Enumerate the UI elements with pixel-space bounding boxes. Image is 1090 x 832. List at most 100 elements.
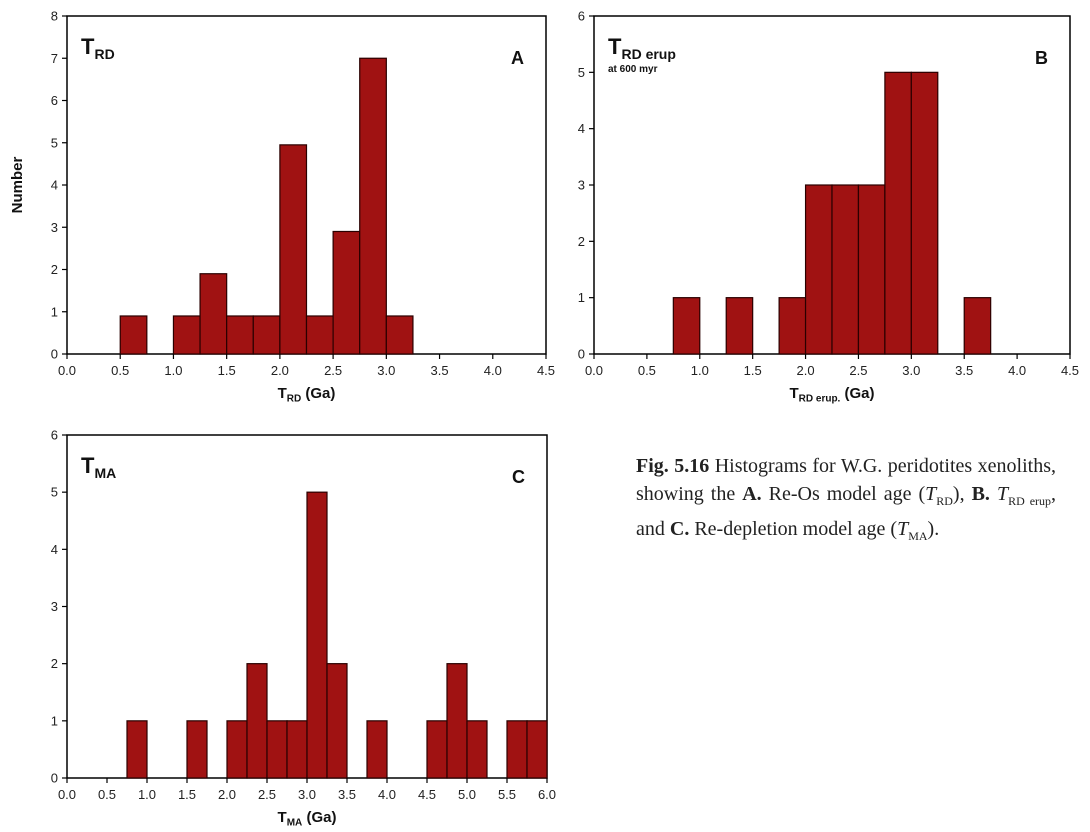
x-tick-label: 4.5 <box>1061 363 1079 378</box>
y-tick-label: 5 <box>51 485 58 500</box>
x-tick-label: 1.5 <box>218 363 236 378</box>
x-tick-label: 3.5 <box>338 787 356 802</box>
panel-title: TMA <box>81 453 116 481</box>
panel-title-sub: MA <box>94 465 116 481</box>
histogram-bar <box>266 720 288 779</box>
x-tick-label: 3.0 <box>902 363 920 378</box>
x-axis-label-sub: RD erup. <box>799 394 841 405</box>
y-tick-label: 3 <box>51 599 58 614</box>
x-tick-label: 3.5 <box>431 363 449 378</box>
histogram-bar <box>252 315 281 355</box>
histogram-bar <box>366 720 388 779</box>
x-tick-label: 1.0 <box>138 787 156 802</box>
histogram-bar <box>804 184 833 355</box>
x-tick-label: 0.0 <box>585 363 603 378</box>
x-axis-label-unit: (Ga) <box>840 385 874 402</box>
histogram-bar <box>831 184 860 355</box>
histogram-bar <box>506 720 528 779</box>
x-axis-label-unit: (Ga) <box>302 809 336 826</box>
x-tick-label: 4.5 <box>418 787 436 802</box>
panel-title: TRD erup <box>608 34 676 62</box>
y-tick-label: 0 <box>51 771 58 786</box>
histogram-bar <box>119 315 148 355</box>
figure-label: Fig. 5.16 <box>636 455 710 477</box>
y-tick-label: 6 <box>51 93 58 108</box>
histogram-bar <box>963 297 992 355</box>
y-tick-label: 2 <box>51 656 58 671</box>
caption-sub-tma: MA <box>908 529 928 543</box>
x-axis-label: TRD (Ga) <box>278 385 336 405</box>
y-tick-label: 0 <box>578 347 585 362</box>
histogram-bar <box>526 720 548 779</box>
histogram-bar <box>126 720 148 779</box>
y-tick-label: 3 <box>51 220 58 235</box>
x-tick-label: 4.5 <box>537 363 555 378</box>
y-tick-label: 1 <box>51 304 58 319</box>
panel-title-sub: RD <box>94 46 114 62</box>
y-tick-label: 5 <box>51 135 58 150</box>
x-tick-label: 0.0 <box>58 363 76 378</box>
caption-text-4: , and <box>636 483 1057 540</box>
histogram-bar <box>385 315 414 355</box>
x-tick-label: 1.5 <box>178 787 196 802</box>
panel-title-main: T <box>81 453 95 478</box>
x-tick-label: 2.5 <box>849 363 867 378</box>
x-tick-label: 0.5 <box>111 363 129 378</box>
y-tick-label: 4 <box>51 542 58 557</box>
histogram-bar <box>426 720 448 779</box>
caption-text-6: ). <box>927 518 940 540</box>
x-axis-label-main: T <box>789 385 798 402</box>
x-tick-label: 2.0 <box>271 363 289 378</box>
x-axis-label: TMA (Ga) <box>278 809 337 829</box>
chart-panel-c: 0 1 2 3 4 5 6 0.0 0.5 1.0 1.5 2.0 2.5 3.0 3.5 4.0 4.5 5.0… <box>51 428 556 829</box>
x-tick-label: 2.0 <box>797 363 815 378</box>
caption-text-2: Re-Os model age ( <box>768 483 926 505</box>
histogram-bar <box>172 315 201 355</box>
histogram-bar <box>306 491 328 779</box>
y-tick-label: 4 <box>51 178 58 193</box>
x-tick-label: 2.0 <box>218 787 236 802</box>
x-axis-label-main: T <box>278 385 287 402</box>
histogram-bar <box>332 230 361 355</box>
x-tick-label: 6.0 <box>538 787 556 802</box>
figure-caption: Fig. 5.16 Histograms for W.G. peridotite… <box>636 452 1056 550</box>
x-tick-label: 3.5 <box>955 363 973 378</box>
histogram-bar <box>305 315 334 355</box>
x-tick-label: 2.5 <box>258 787 276 802</box>
y-tick-label: 1 <box>51 713 58 728</box>
histogram-bar <box>672 297 701 355</box>
x-tick-label: 1.0 <box>691 363 709 378</box>
x-axis-label-unit: (Ga) <box>301 385 335 402</box>
panel-title-main: T <box>81 34 95 59</box>
histogram-bar <box>226 315 254 355</box>
y-tick-label: 2 <box>51 262 58 277</box>
x-tick-label: 3.0 <box>298 787 316 802</box>
caption-sub-erup: RD erup <box>1008 494 1052 508</box>
histogram-bar <box>884 71 912 355</box>
x-tick-label: 5.0 <box>458 787 476 802</box>
histogram-bar <box>446 663 468 779</box>
y-tick-label: 3 <box>578 178 585 193</box>
x-axis-label-main: T <box>278 809 287 826</box>
x-tick-label: 0.0 <box>58 787 76 802</box>
histogram-bar <box>279 144 308 355</box>
y-tick-label: 6 <box>51 428 58 443</box>
x-tick-label: 2.5 <box>324 363 342 378</box>
x-axis-label-sub: RD <box>287 394 301 405</box>
x-tick-label: 4.0 <box>1008 363 1026 378</box>
panel-letter: B <box>1035 48 1048 68</box>
y-axis-label: Number <box>9 157 26 214</box>
panel-title-note: at 600 myr <box>608 64 658 75</box>
y-tick-label: 4 <box>578 121 585 136</box>
x-tick-label: 1.5 <box>744 363 762 378</box>
x-tick-label: 4.0 <box>378 787 396 802</box>
caption-text-5: Re-depletion model age ( <box>694 518 898 540</box>
histogram-bar <box>466 720 488 779</box>
x-tick-label: 0.5 <box>98 787 116 802</box>
chart-panel-a: 0 1 2 3 4 5 6 7 8 0.0 0.5 1.0 1.5 2.0 2.5 3.0 3.5 4.0 4.5 T… <box>9 9 555 405</box>
caption-text-1: Histograms for W.G. peridotites xenolith… <box>636 455 1056 505</box>
histogram-bar <box>226 720 248 779</box>
x-tick-label: 4.0 <box>484 363 502 378</box>
histogram-bar <box>778 297 807 355</box>
